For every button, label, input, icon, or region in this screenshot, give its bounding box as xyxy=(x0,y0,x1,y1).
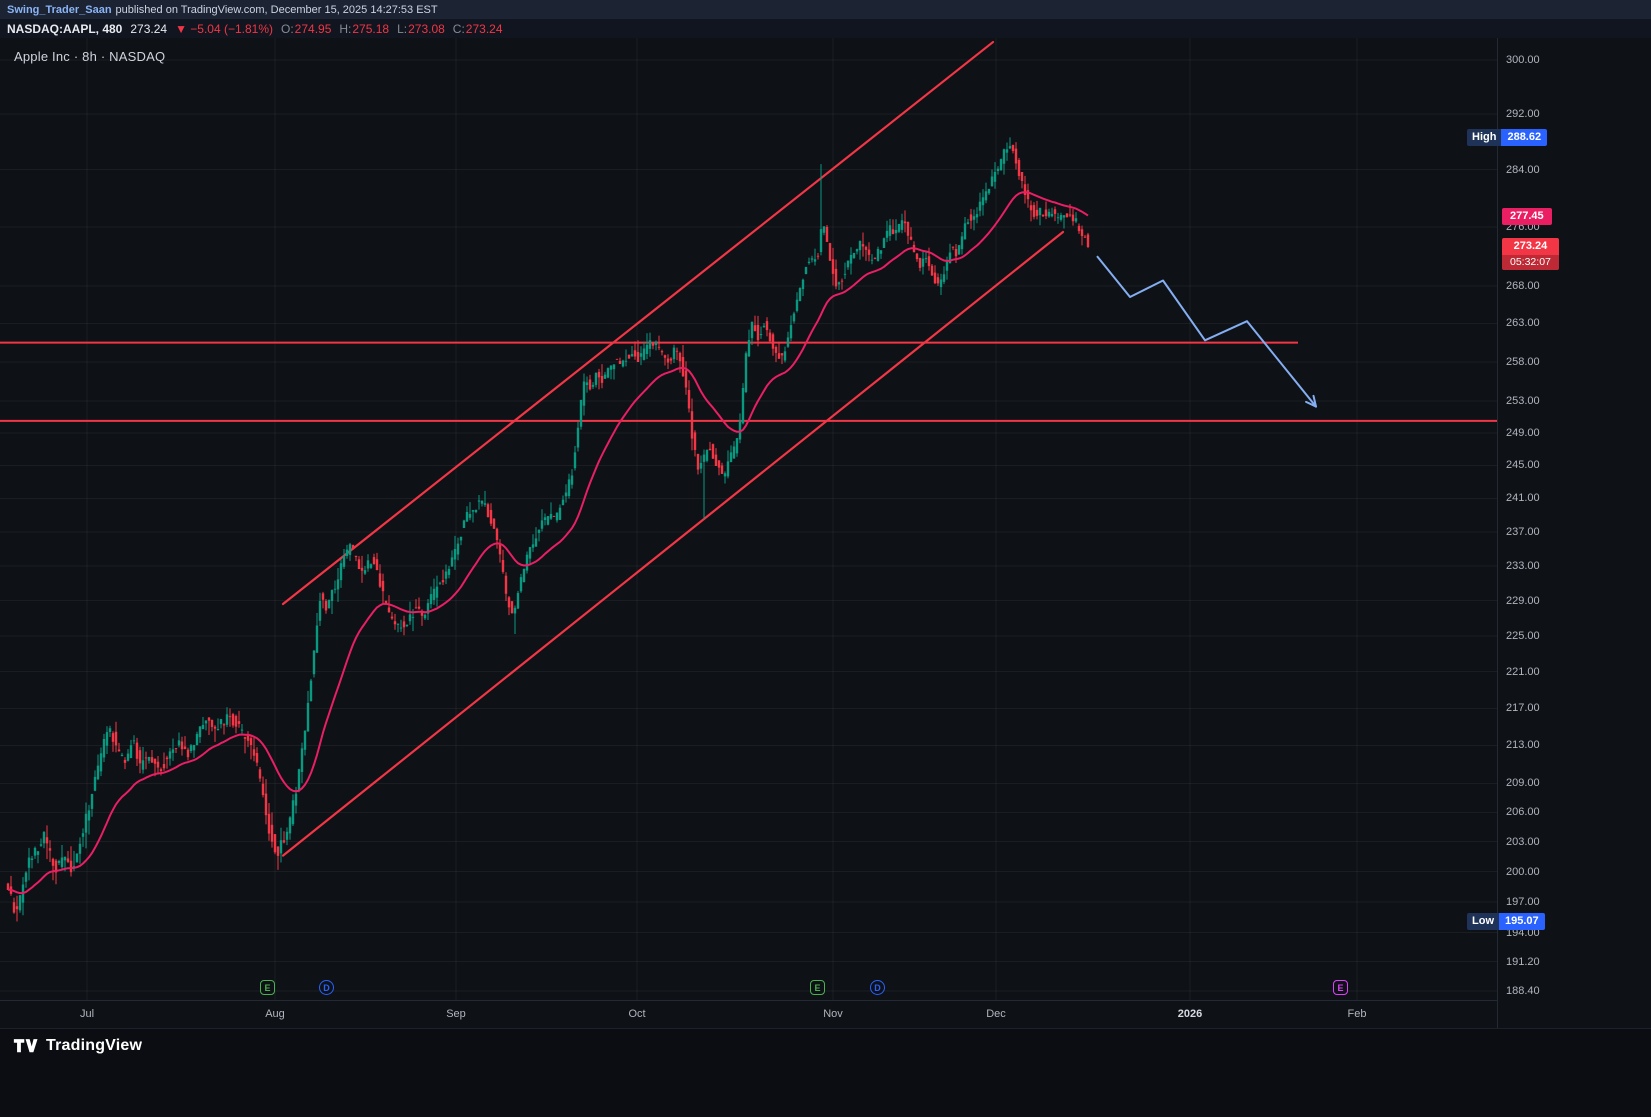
open-pair: O: 274.95 xyxy=(281,22,331,36)
last-badge-value: 273.24 xyxy=(1513,240,1548,252)
price-tick-label: 268.00 xyxy=(1506,279,1540,292)
tradingview-logo[interactable]: TradingView xyxy=(13,1037,142,1055)
time-axis-label-nov: Nov xyxy=(823,1008,843,1020)
price-tick-label: 217.00 xyxy=(1506,702,1540,715)
high-badge-value: 288.62 xyxy=(1501,128,1548,146)
time-axis-label-sep: Sep xyxy=(446,1008,466,1020)
projection-arrowhead xyxy=(1305,400,1317,408)
low-value: 273.08 xyxy=(408,21,445,36)
time-axis-label-aug: Aug xyxy=(265,1008,285,1020)
price-tick-label: 197.00 xyxy=(1506,895,1540,908)
projection-arrowhead xyxy=(1312,394,1317,408)
price-tick-label: 229.00 xyxy=(1506,594,1540,607)
footer-bar: TradingView xyxy=(0,1028,1651,1117)
price-tick-label: 237.00 xyxy=(1506,525,1540,538)
price-tick-label: 221.00 xyxy=(1506,665,1540,678)
last-price-value: 273.24 xyxy=(130,21,168,36)
period-low-badge: Low 195.07 xyxy=(1467,912,1545,930)
close-value: 273.24 xyxy=(465,21,503,36)
price-axis[interactable]: High 288.62 277.45 273.24 05:32:07 Low 1… xyxy=(1467,38,1651,1028)
upcoming-earnings-marker-feb[interactable]: E xyxy=(1333,980,1348,995)
low-badge-value: 195.07 xyxy=(1499,912,1545,930)
price-tick-label: 292.00 xyxy=(1506,108,1540,121)
earnings-marker-oct[interactable]: E xyxy=(810,980,825,995)
time-axis-label-feb: Feb xyxy=(1347,1008,1367,1020)
price-tick-label: 203.00 xyxy=(1506,835,1540,848)
moving-average-line xyxy=(7,191,1089,895)
low-label: L: xyxy=(397,21,408,36)
chart-canvas[interactable] xyxy=(0,38,1497,1000)
open-label: O: xyxy=(281,21,294,36)
price-tick-label: 263.00 xyxy=(1506,317,1540,330)
price-tick-label: 258.00 xyxy=(1506,355,1540,368)
price-tick-label: 191.20 xyxy=(1506,955,1540,968)
price-tick-label: 253.00 xyxy=(1506,395,1540,408)
price-tick-label: 245.00 xyxy=(1506,459,1540,472)
close-label: C: xyxy=(452,21,465,36)
price-tick-label: 206.00 xyxy=(1506,806,1540,819)
symbol-info-bar: NASDAQ:AAPL, 480 273.24 ▼ −5.04 (−1.81%)… xyxy=(0,19,1651,38)
publish-info-text: published on TradingView.com, December 1… xyxy=(115,3,438,16)
price-projection-path[interactable] xyxy=(1096,255,1317,408)
price-tick-label: 213.00 xyxy=(1506,739,1540,752)
high-value: 275.18 xyxy=(352,21,390,36)
time-axis[interactable]: Jul Aug Sep Oct Nov Dec 2026 Feb xyxy=(0,1000,1497,1028)
price-tick-label: 200.00 xyxy=(1506,865,1540,878)
candlestick-plot[interactable]: Apple Inc · 8h · NASDAQ E D E D E xyxy=(0,38,1497,1000)
bar-close-countdown: 05:32:07 xyxy=(1502,255,1559,270)
earnings-marker-aug[interactable]: E xyxy=(260,980,275,995)
price-tick-label: 241.00 xyxy=(1506,492,1540,505)
tradingview-logo-text: TradingView xyxy=(46,1037,143,1054)
trend-channel-lower[interactable] xyxy=(281,230,1065,857)
close-pair: C: 273.24 xyxy=(453,22,503,36)
last-price-badge: 273.24 05:32:07 xyxy=(1502,238,1559,270)
time-axis-label-2026: 2026 xyxy=(1177,1008,1203,1020)
dividend-marker-aug[interactable]: D xyxy=(319,980,334,995)
price-tick-label: 209.00 xyxy=(1506,777,1540,790)
open-value: 274.95 xyxy=(294,21,332,36)
price-tick-label: 284.00 xyxy=(1506,163,1540,176)
price-tick-label: 233.00 xyxy=(1506,559,1540,572)
dividend-marker-nov[interactable]: D xyxy=(870,980,885,995)
tradingview-logo-icon xyxy=(13,1039,38,1053)
chart-legend-title: Apple Inc · 8h · NASDAQ xyxy=(14,49,166,64)
time-axis-label-jul: Jul xyxy=(79,1008,95,1020)
low-pair: L: 273.08 xyxy=(397,22,445,36)
price-tick-label: 188.40 xyxy=(1506,985,1540,998)
price-tick-label: 225.00 xyxy=(1506,629,1540,642)
chart-area: Apple Inc · 8h · NASDAQ E D E D E High 288.6… xyxy=(0,38,1651,1028)
candlestick-series xyxy=(6,137,1090,922)
price-change-value: ▼ −5.04 (−1.81%) xyxy=(175,21,273,36)
high-pair: H: 275.18 xyxy=(339,22,389,36)
time-axis-label-oct: Oct xyxy=(628,1008,646,1020)
time-axis-label-dec: Dec xyxy=(986,1008,1006,1020)
low-badge-label: Low xyxy=(1467,912,1499,930)
symbol-interval-label: NASDAQ:AAPL, 480 xyxy=(7,21,123,36)
author-username-link[interactable]: Swing_Trader_Saan xyxy=(7,3,112,16)
trend-channel-upper[interactable] xyxy=(281,40,995,606)
price-tick-label: 249.00 xyxy=(1506,426,1540,439)
publish-bar: Swing_Trader_Saan published on TradingVi… xyxy=(0,0,1651,19)
period-high-badge: High 288.62 xyxy=(1467,128,1548,146)
ma-price-badge: 277.45 xyxy=(1502,207,1552,225)
price-tick-label: 300.00 xyxy=(1506,54,1540,66)
high-badge-label: High xyxy=(1467,128,1502,146)
high-label: H: xyxy=(339,21,352,36)
